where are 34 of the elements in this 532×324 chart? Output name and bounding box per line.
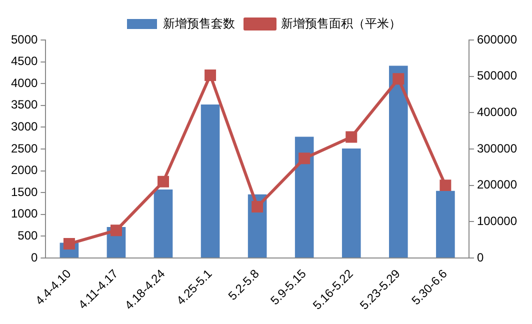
y2-tick-label: 400000 (476, 104, 518, 119)
y-tick-label: 3000 (10, 119, 38, 134)
y2-tick-label: 600000 (476, 32, 518, 46)
y-tick-label: 2000 (10, 163, 38, 178)
y2-tick-label: 0 (476, 250, 484, 264)
bar (200, 104, 220, 258)
y-tick-label: 1500 (10, 184, 38, 199)
point (158, 176, 170, 188)
bar (436, 190, 455, 258)
y-tick-label: 5000 (10, 32, 38, 46)
y2-tick-label: 300000 (476, 141, 518, 156)
point (110, 224, 122, 236)
point (346, 131, 358, 143)
y2-tick-label: 200000 (476, 178, 518, 192)
y-tick-label: 1000 (10, 206, 38, 221)
y-tick-label: 0 (31, 250, 38, 264)
y-tick-label: 4000 (10, 76, 38, 90)
y2-tick-label: 100000 (476, 214, 518, 228)
y-tick-label: 4500 (10, 54, 38, 68)
point (392, 73, 404, 85)
bar (389, 66, 408, 258)
legend-label: 新增预售面积（平米） (281, 16, 401, 30)
y-tick-label: 3500 (10, 98, 38, 112)
y-tick-label: 500 (18, 228, 38, 242)
bar (154, 190, 173, 258)
legend-label: 新增预售套数 (163, 16, 235, 30)
point (252, 201, 264, 212)
y-tick-label: 2500 (10, 141, 38, 156)
bar (294, 136, 314, 258)
bar (342, 148, 361, 258)
point (440, 180, 452, 192)
point (204, 69, 216, 81)
y2-tick-label: 500000 (476, 68, 518, 83)
point (298, 152, 310, 164)
